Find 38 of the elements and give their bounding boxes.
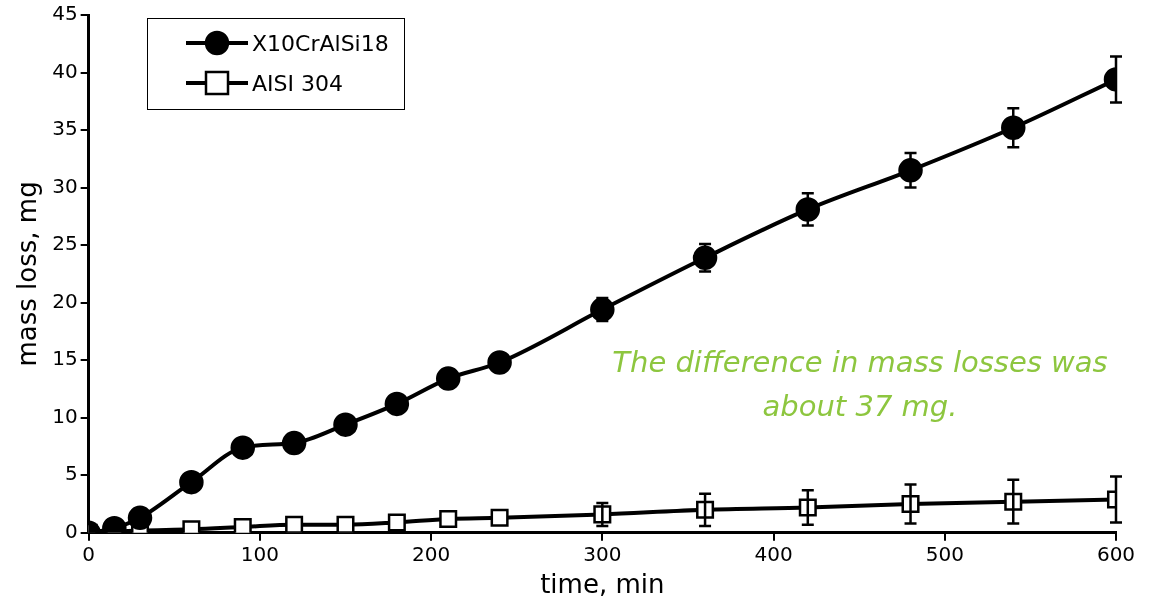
y-tick-label: 20 bbox=[52, 288, 78, 313]
annotation: The difference in mass losses was about 37 mg. bbox=[611, 344, 1109, 425]
point bbox=[387, 513, 406, 532]
x-tick-label: 600 bbox=[1096, 542, 1136, 566]
x-tick-label: 300 bbox=[583, 542, 622, 566]
y-tick-label: 45 bbox=[52, 1, 78, 26]
x-tick-label: 400 bbox=[754, 542, 793, 566]
point bbox=[490, 508, 509, 527]
y-tick-label: 5 bbox=[64, 461, 78, 486]
y-tick-label: 15 bbox=[52, 346, 78, 371]
x-tick-label: 100 bbox=[240, 542, 279, 566]
legend-label: AISI 304 bbox=[252, 70, 343, 96]
point bbox=[692, 245, 718, 271]
point bbox=[384, 391, 410, 417]
y-axis-title: mass loss, mg bbox=[12, 181, 43, 367]
point bbox=[487, 350, 512, 375]
point bbox=[281, 430, 307, 456]
point bbox=[795, 197, 821, 222]
point bbox=[336, 515, 355, 533]
y-tick-label: 0 bbox=[64, 519, 78, 543]
y-tick-label: 25 bbox=[52, 231, 78, 256]
x-tick-label: 200 bbox=[412, 542, 451, 566]
x-axis-title: time, min bbox=[540, 569, 665, 600]
y-tick-label: 40 bbox=[52, 58, 78, 83]
legend-label: X10CrAlSi18 bbox=[252, 30, 389, 56]
x-tick-label: 500 bbox=[925, 542, 964, 566]
point bbox=[439, 509, 458, 529]
y-tick-label: 30 bbox=[52, 173, 78, 198]
point bbox=[285, 515, 304, 533]
point bbox=[179, 469, 204, 495]
point bbox=[127, 505, 153, 531]
y-tick-label: 10 bbox=[52, 403, 78, 428]
point bbox=[435, 366, 461, 391]
x-tick-label: 0 bbox=[82, 542, 96, 566]
point bbox=[230, 435, 255, 460]
point bbox=[333, 412, 358, 437]
y-tick-label: 35 bbox=[52, 116, 78, 141]
point bbox=[233, 518, 252, 533]
